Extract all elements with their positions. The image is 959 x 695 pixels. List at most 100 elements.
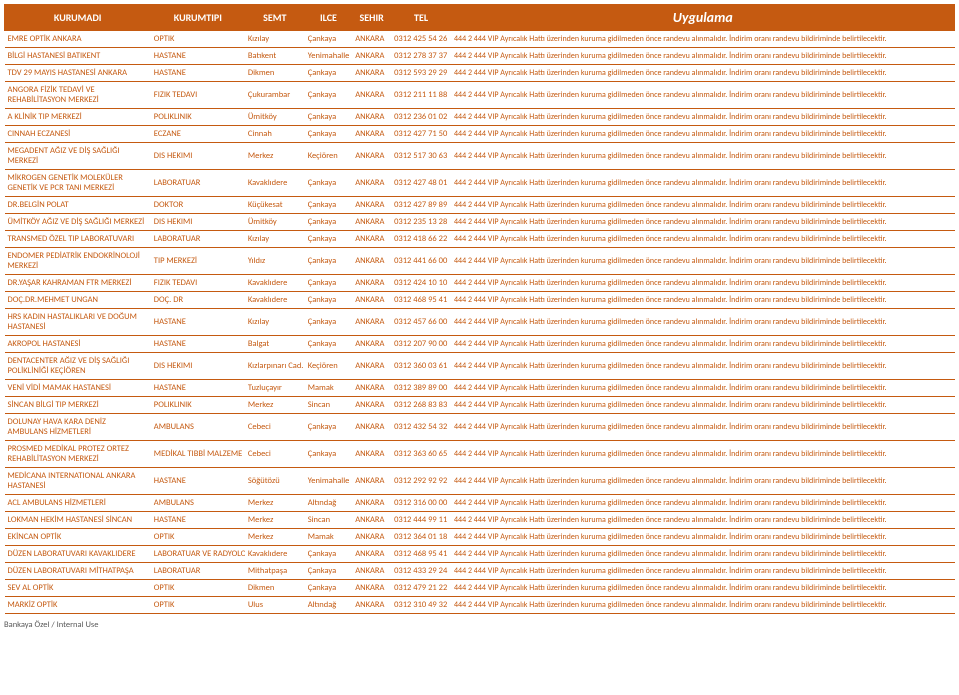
cell-tel: 0312 517 30 63	[391, 143, 451, 170]
cell-type: MEDİKAL TIBBİ MALZEME	[151, 441, 245, 468]
cell-application: 444 2 444 VIP Ayrıcalık Hattı üzerinden …	[451, 597, 955, 614]
table-row: CINNAH ECZANESİECZANECinnahÇankayaANKARA…	[5, 126, 955, 143]
cell-semt: Kavaklıdere	[245, 546, 305, 563]
cell-semt: Merkez	[245, 529, 305, 546]
cell-ilce: Çankaya	[305, 580, 353, 597]
cell-type: LABORATUAR	[151, 231, 245, 248]
cell-ilce: Keçiören	[305, 353, 353, 380]
table-row: ÜMİTKÖY AĞIZ VE DİŞ SAĞLIĞI MERKEZİDIS H…	[5, 214, 955, 231]
table-row: ACL AMBULANS HİZMETLERİAMBULANSMerkezAlt…	[5, 495, 955, 512]
table-row: MEDİCANA INTERNATIONAL ANKARA HASTANESİH…	[5, 468, 955, 495]
cell-sehir: ANKARA	[352, 353, 391, 380]
cell-semt: Kavaklıdere	[245, 292, 305, 309]
cell-application: 444 2 444 VIP Ayrıcalık Hattı üzerinden …	[451, 248, 955, 275]
cell-sehir: ANKARA	[352, 414, 391, 441]
cell-tel: 0312 593 29 29	[391, 65, 451, 82]
cell-type: DOKTOR	[151, 197, 245, 214]
cell-ilce: Altındağ	[305, 597, 353, 614]
cell-semt: Kavaklıdere	[245, 275, 305, 292]
col-header-sehir: SEHIR	[352, 5, 391, 31]
cell-name: BİLGİ HASTANESİ BATIKENT	[5, 48, 151, 65]
cell-ilce: Çankaya	[305, 65, 353, 82]
table-row: VENİ VİDİ MAMAK HASTANESİHASTANETuzluçay…	[5, 380, 955, 397]
cell-tel: 0312 418 66 22	[391, 231, 451, 248]
cell-sehir: ANKARA	[352, 126, 391, 143]
cell-ilce: Çankaya	[305, 275, 353, 292]
cell-semt: Mithatpaşa	[245, 563, 305, 580]
cell-application: 444 2 444 VIP Ayrıcalık Hattı üzerinden …	[451, 468, 955, 495]
cell-ilce: Yenimahalle	[305, 468, 353, 495]
cell-type: DOÇ. DR	[151, 292, 245, 309]
cell-tel: 0312 211 11 88	[391, 82, 451, 109]
cell-tel: 0312 292 92 92	[391, 468, 451, 495]
cell-name: AKROPOL HASTANESİ	[5, 336, 151, 353]
table-row: DR.YAŞAR KAHRAMAN FTR MERKEZİFIZIK TEDAV…	[5, 275, 955, 292]
cell-sehir: ANKARA	[352, 597, 391, 614]
cell-tel: 0312 364 01 18	[391, 529, 451, 546]
cell-application: 444 2 444 VIP Ayrıcalık Hattı üzerinden …	[451, 563, 955, 580]
table-row: DR.BELGİN POLATDOKTORKüçükesatÇankayaANK…	[5, 197, 955, 214]
table-row: TRANSMED ÖZEL TIP LABORATUVARILABORATUAR…	[5, 231, 955, 248]
cell-ilce: Çankaya	[305, 336, 353, 353]
table-row: TDV 29 MAYIS HASTANESİ ANKARAHASTANEDikm…	[5, 65, 955, 82]
cell-tel: 0312 389 89 00	[391, 380, 451, 397]
cell-name: VENİ VİDİ MAMAK HASTANESİ	[5, 380, 151, 397]
cell-ilce: Çankaya	[305, 248, 353, 275]
cell-tel: 0312 457 66 00	[391, 309, 451, 336]
cell-application: 444 2 444 VIP Ayrıcalık Hattı üzerinden …	[451, 214, 955, 231]
cell-application: 444 2 444 VIP Ayrıcalık Hattı üzerinden …	[451, 231, 955, 248]
cell-semt: Balgat	[245, 336, 305, 353]
cell-semt: Kızılay	[245, 231, 305, 248]
table-row: BİLGİ HASTANESİ BATIKENTHASTANEBatıkentY…	[5, 48, 955, 65]
cell-ilce: Çankaya	[305, 231, 353, 248]
cell-semt: Cinnah	[245, 126, 305, 143]
cell-semt: Söğütözü	[245, 468, 305, 495]
cell-application: 444 2 444 VIP Ayrıcalık Hattı üzerinden …	[451, 126, 955, 143]
cell-name: DÜZEN LABORATUVARI MİTHATPAŞA	[5, 563, 151, 580]
cell-name: HRS KADIN HASTALIKLARI VE DOĞUM HASTANES…	[5, 309, 151, 336]
cell-sehir: ANKARA	[352, 468, 391, 495]
table-row: MARKİZ OPTİKOPTIKUlusAltındağANKARA0312 …	[5, 597, 955, 614]
cell-ilce: Mamak	[305, 380, 353, 397]
cell-application: 444 2 444 VIP Ayrıcalık Hattı üzerinden …	[451, 512, 955, 529]
cell-application: 444 2 444 VIP Ayrıcalık Hattı üzerinden …	[451, 546, 955, 563]
cell-tel: 0312 236 01 02	[391, 109, 451, 126]
cell-type: OPTIK	[151, 597, 245, 614]
cell-sehir: ANKARA	[352, 65, 391, 82]
cell-name: ÜMİTKÖY AĞIZ VE DİŞ SAĞLIĞI MERKEZİ	[5, 214, 151, 231]
cell-tel: 0312 441 66 00	[391, 248, 451, 275]
table-row: SİNCAN BİLGİ TIP MERKEZİPOLIKLINIKMerkez…	[5, 397, 955, 414]
table-row: DÜZEN LABORATUVARI KAVAKLIDERELABORATUAR…	[5, 546, 955, 563]
cell-name: LOKMAN HEKİM HASTANESİ SİNCAN	[5, 512, 151, 529]
cell-semt: Cebeci	[245, 441, 305, 468]
cell-ilce: Çankaya	[305, 82, 353, 109]
cell-ilce: Mamak	[305, 529, 353, 546]
cell-semt: Kızlarpınarı Cad.	[245, 353, 305, 380]
cell-tel: 0312 468 95 41	[391, 546, 451, 563]
cell-name: TRANSMED ÖZEL TIP LABORATUVARI	[5, 231, 151, 248]
cell-sehir: ANKARA	[352, 82, 391, 109]
cell-ilce: Çankaya	[305, 31, 353, 48]
cell-name: DR.YAŞAR KAHRAMAN FTR MERKEZİ	[5, 275, 151, 292]
cell-application: 444 2 444 VIP Ayrıcalık Hattı üzerinden …	[451, 414, 955, 441]
cell-name: CINNAH ECZANESİ	[5, 126, 151, 143]
cell-sehir: ANKARA	[352, 441, 391, 468]
cell-tel: 0312 425 54 26	[391, 31, 451, 48]
cell-name: DOÇ.DR.MEHMET UNGAN	[5, 292, 151, 309]
cell-semt: Yıldız	[245, 248, 305, 275]
cell-type: FIZIK TEDAVI	[151, 275, 245, 292]
cell-type: HASTANE	[151, 309, 245, 336]
cell-type: HASTANE	[151, 336, 245, 353]
table-row: EMRE OPTİK ANKARAOPTIKKızılayÇankayaANKA…	[5, 31, 955, 48]
cell-name: ACL AMBULANS HİZMETLERİ	[5, 495, 151, 512]
cell-sehir: ANKARA	[352, 495, 391, 512]
cell-application: 444 2 444 VIP Ayrıcalık Hattı üzerinden …	[451, 397, 955, 414]
cell-semt: Ümitköy	[245, 109, 305, 126]
cell-name: MEGADENT AĞIZ VE DİŞ SAĞLIĞI MERKEZİ	[5, 143, 151, 170]
cell-application: 444 2 444 VIP Ayrıcalık Hattı üzerinden …	[451, 275, 955, 292]
cell-tel: 0312 427 48 01	[391, 170, 451, 197]
cell-type: LABORATUAR	[151, 563, 245, 580]
cell-ilce: Çankaya	[305, 170, 353, 197]
cell-sehir: ANKARA	[352, 336, 391, 353]
cell-semt: Ümitköy	[245, 214, 305, 231]
